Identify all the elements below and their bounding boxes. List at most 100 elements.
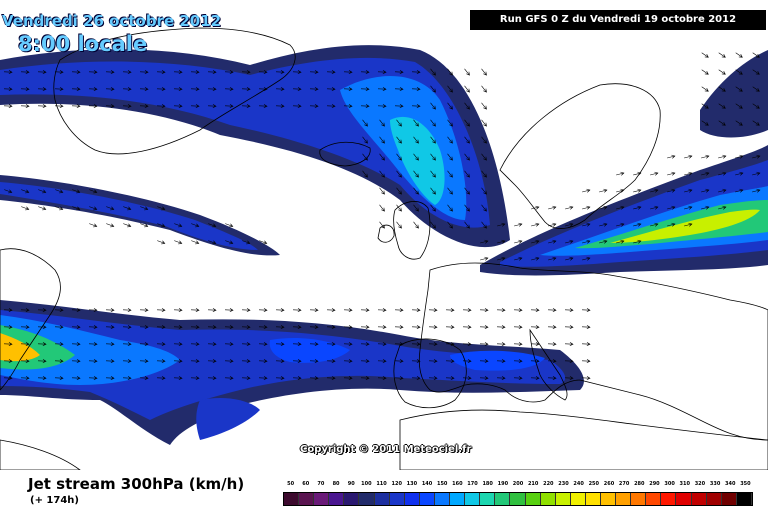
legend-swatch — [329, 493, 345, 505]
wind-arrows — [3, 52, 761, 380]
legend-swatch — [510, 493, 526, 505]
legend-label: 200 — [512, 481, 524, 487]
wind-arrow — [377, 359, 387, 363]
legend-swatch — [359, 493, 375, 505]
wind-arrow — [411, 308, 421, 312]
wind-arrow — [377, 104, 387, 108]
wind-arrow — [241, 104, 251, 108]
legend-swatch — [570, 493, 586, 505]
wind-arrow — [224, 376, 234, 380]
wind-arrow — [157, 240, 166, 245]
legend-label: 170 — [467, 481, 478, 487]
wind-arrow — [105, 342, 115, 346]
legend-label: 70 — [317, 481, 325, 487]
wind-arrow — [156, 87, 166, 91]
legend-swatch — [736, 493, 752, 505]
wind-arrow — [411, 325, 421, 329]
wind-arrow — [20, 359, 30, 363]
legend-swatch — [450, 493, 466, 505]
legend-label: 320 — [694, 481, 706, 487]
wind-arrow — [413, 136, 419, 144]
wind-arrow — [464, 85, 470, 93]
wind-arrow — [514, 222, 523, 227]
wind-arrow — [480, 239, 489, 244]
wind-arrow — [360, 104, 370, 108]
wind-arrow — [547, 342, 557, 346]
wind-arrow — [309, 376, 319, 380]
wind-arrow — [292, 308, 302, 312]
forecast-date-title: Vendredi 26 octobre 2012 — [2, 12, 222, 30]
legend-swatch — [389, 493, 405, 505]
wind-arrow — [496, 325, 506, 329]
wind-arrow — [430, 153, 436, 161]
wind-arrow — [156, 359, 166, 363]
wind-arrow — [464, 221, 470, 229]
wind-arrow — [718, 52, 726, 58]
wind-arrow — [718, 86, 726, 92]
wind-arrow — [667, 171, 676, 176]
wind-arrow — [394, 342, 404, 346]
wind-arrow — [20, 325, 30, 329]
wind-arrow — [3, 104, 13, 108]
legend-label: 350 — [740, 481, 751, 487]
wind-arrow — [21, 189, 30, 194]
legend-label: 160 — [452, 481, 463, 487]
legend-swatch — [284, 493, 300, 505]
wind-arrow — [481, 102, 487, 110]
wind-arrow — [701, 52, 709, 58]
legend-swatch — [555, 493, 571, 505]
wind-arrow — [667, 154, 676, 159]
wind-arrow — [565, 205, 574, 210]
legend-label: 100 — [361, 481, 372, 487]
wind-arrow — [139, 308, 149, 312]
wind-arrow — [258, 308, 268, 312]
wind-arrow — [616, 222, 625, 227]
legend-label: 210 — [527, 481, 539, 487]
wind-arrow — [123, 206, 132, 211]
legend-swatch — [314, 493, 330, 505]
wind-arrow — [241, 87, 251, 91]
wind-arrow — [496, 376, 506, 380]
wind-arrow — [411, 342, 421, 346]
wind-arrow — [413, 187, 419, 195]
wind-arrow — [326, 325, 336, 329]
wind-arrow — [105, 359, 115, 363]
legend-label: 190 — [497, 481, 509, 487]
wind-arrow — [497, 256, 506, 261]
legend-swatch — [540, 493, 556, 505]
wind-arrow — [496, 359, 506, 363]
wind-arrow — [37, 376, 47, 380]
wind-arrow — [71, 376, 81, 380]
wind-arrow — [4, 189, 13, 194]
wind-arrow — [701, 171, 710, 176]
wind-arrow — [564, 342, 574, 346]
wind-arrow — [105, 376, 115, 380]
wind-arrow — [190, 104, 200, 108]
variable-title: Jet stream 300hPa (km/h) — [28, 475, 245, 493]
wind-arrow — [582, 205, 591, 210]
wind-arrow — [191, 223, 200, 228]
legend-swatch — [344, 493, 360, 505]
wind-arrow — [411, 87, 421, 91]
wind-arrow — [37, 70, 47, 74]
wind-arrow — [156, 376, 166, 380]
wind-arrow — [379, 187, 385, 195]
wind-arrow — [447, 187, 453, 195]
wind-arrow — [377, 87, 387, 91]
legend-swatch — [374, 493, 390, 505]
wind-arrow — [735, 69, 743, 75]
legend-label: 260 — [603, 481, 615, 487]
wind-arrow — [242, 240, 251, 245]
wind-arrow — [496, 342, 506, 346]
wind-arrow — [396, 153, 402, 161]
legend-label: 330 — [709, 481, 721, 487]
wind-arrow — [565, 256, 574, 261]
wind-arrow — [564, 376, 574, 380]
wind-arrow — [394, 308, 404, 312]
wind-arrow — [140, 206, 149, 211]
legend-label: 120 — [391, 481, 402, 487]
legend-label: 90 — [347, 481, 355, 487]
wind-arrow — [207, 325, 217, 329]
wind-arrow — [701, 205, 710, 210]
wind-arrow — [582, 222, 591, 227]
